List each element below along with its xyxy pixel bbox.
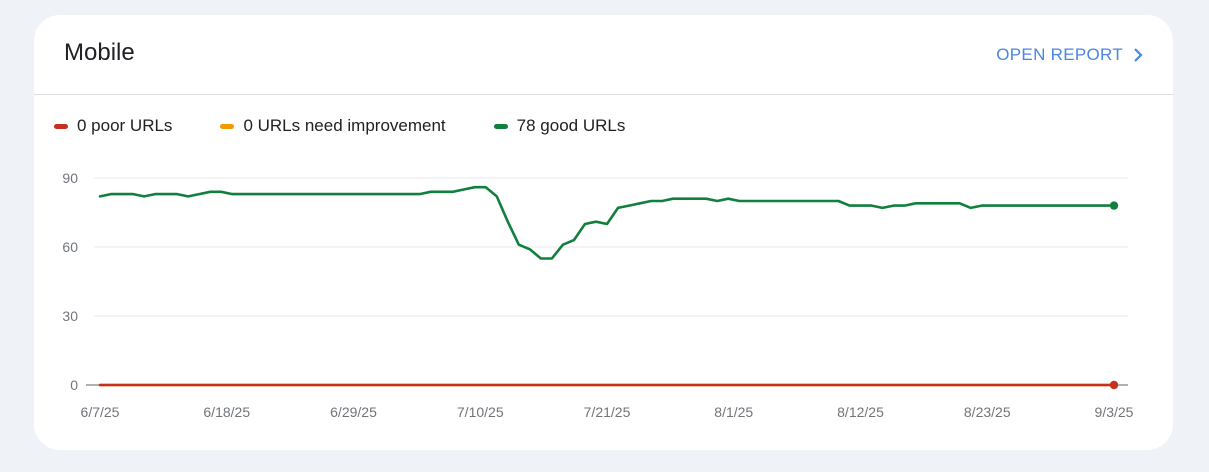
card-title: Mobile bbox=[64, 39, 135, 66]
chevron-right-icon bbox=[1133, 48, 1143, 62]
legend-label-poor: 0 poor URLs bbox=[77, 116, 173, 135]
legend-label-needs-improvement: 0 URLs need improvement bbox=[243, 116, 446, 135]
x-tick-label: 7/21/25 bbox=[584, 404, 631, 420]
x-tick-label: 6/29/25 bbox=[330, 404, 377, 420]
y-tick-label: 90 bbox=[62, 170, 78, 186]
card-header: Mobile OPEN REPORT bbox=[34, 15, 1173, 95]
series-endpoint-0 bbox=[1109, 380, 1119, 390]
x-tick-label: 7/10/25 bbox=[457, 404, 504, 420]
x-tick-label: 8/12/25 bbox=[837, 404, 884, 420]
y-tick-label: 30 bbox=[62, 308, 78, 324]
x-tick-label: 9/3/25 bbox=[1095, 404, 1134, 420]
open-report-button[interactable]: OPEN REPORT bbox=[996, 45, 1143, 65]
y-tick-label: 0 bbox=[70, 377, 78, 393]
x-tick-label: 8/23/25 bbox=[964, 404, 1011, 420]
legend-label-good: 78 good URLs bbox=[516, 116, 626, 135]
y-tick-label: 60 bbox=[62, 239, 78, 255]
line-chart: 0 30 60 90 6/7/25 6/18/25 6/29/25 7/10/25 7/21/2… bbox=[62, 170, 1134, 420]
chart-legend: 0 poor URLs 0 URLs need improvement 78 g… bbox=[54, 116, 673, 136]
mobile-report-card: Mobile OPEN REPORT 0 poor URLs 0 URLs ne… bbox=[34, 15, 1173, 450]
legend-item-needs-improvement[interactable]: 0 URLs need improvement bbox=[220, 116, 446, 136]
legend-swatch-needs-improvement bbox=[220, 123, 235, 129]
legend-item-poor[interactable]: 0 poor URLs bbox=[54, 116, 172, 136]
legend-swatch-poor bbox=[54, 123, 68, 129]
series-line-2 bbox=[98, 185, 1116, 260]
series-endpoint-2 bbox=[1109, 201, 1119, 210]
legend-swatch-good bbox=[493, 123, 508, 129]
open-report-label: OPEN REPORT bbox=[996, 45, 1123, 64]
legend-item-good[interactable]: 78 good URLs bbox=[493, 116, 626, 136]
x-tick-label: 8/1/25 bbox=[714, 404, 753, 420]
x-tick-label: 6/7/25 bbox=[81, 404, 120, 420]
x-tick-label: 6/18/25 bbox=[203, 404, 250, 420]
